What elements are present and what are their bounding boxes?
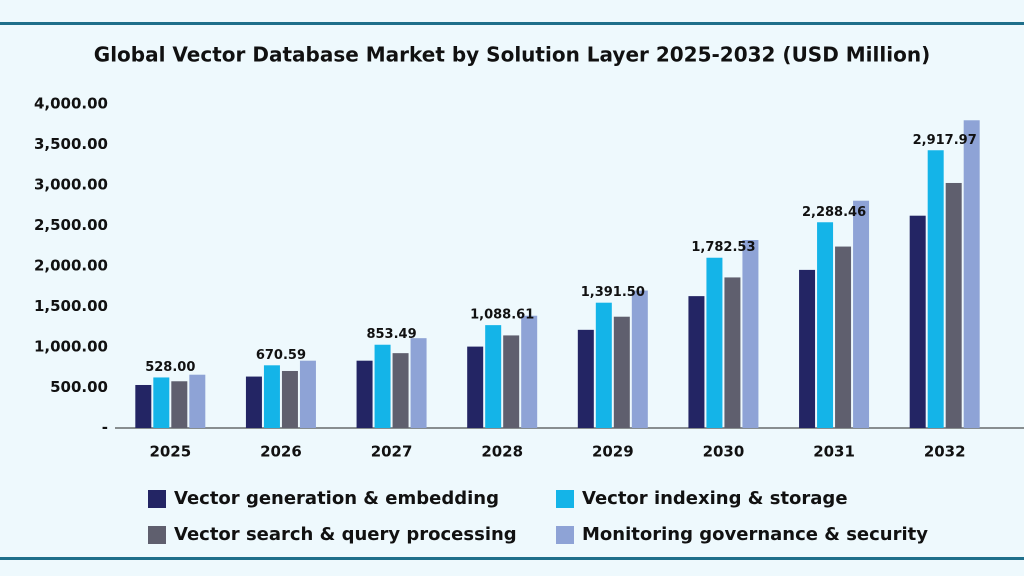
x-tick-label: 2028: [481, 443, 523, 461]
bar: [410, 338, 427, 428]
bar: [356, 360, 373, 428]
y-tick-label: 1,500.00: [34, 297, 108, 315]
top-rule: [0, 22, 1024, 25]
legend-swatch: [556, 526, 574, 544]
bar: [909, 215, 926, 428]
bar: [467, 346, 484, 428]
bar: [392, 353, 409, 428]
x-tick-label: 2029: [592, 443, 634, 461]
bar: [631, 290, 648, 428]
bar: [706, 257, 723, 428]
y-tick-label: 500.00: [50, 378, 108, 396]
bar: [595, 302, 612, 428]
legend-label: Vector indexing & storage: [582, 488, 848, 509]
bar: [263, 365, 280, 428]
bar: [613, 316, 630, 428]
bar: [835, 246, 852, 428]
bar: [853, 200, 870, 428]
bottom-rule: [0, 557, 1024, 560]
bar: [927, 150, 944, 428]
y-tick-label: 4,000.00: [34, 95, 108, 113]
data-annotation: 1,782.53: [691, 240, 755, 255]
bar: [171, 381, 188, 428]
bar: [724, 277, 741, 428]
data-annotation: 1,088.61: [470, 308, 534, 323]
y-tick-label: 1,000.00: [34, 338, 108, 356]
legend-swatch: [556, 490, 574, 508]
legend-swatch: [148, 490, 166, 508]
legend-label: Vector search & query processing: [174, 524, 517, 545]
bar: [817, 222, 834, 428]
bar: [189, 374, 206, 428]
chart-title: Global Vector Database Market by Solutio…: [94, 43, 930, 67]
y-tick-label: 3,500.00: [34, 135, 108, 153]
y-tick-label: 2,000.00: [34, 257, 108, 275]
legend-label: Monitoring governance & security: [582, 524, 928, 545]
data-annotation: 1,391.50: [581, 285, 645, 300]
bar: [245, 376, 262, 428]
bar: [153, 377, 170, 428]
x-tick-label: 2026: [260, 443, 302, 461]
data-annotation: 528.00: [145, 360, 195, 375]
y-tick-label: -: [102, 419, 108, 437]
y-tick-label: 3,000.00: [34, 176, 108, 194]
bar: [503, 335, 520, 428]
bar: [521, 315, 538, 428]
x-tick-label: 2030: [703, 443, 745, 461]
bar: [374, 344, 391, 428]
x-tick-label: 2031: [813, 443, 855, 461]
x-tick-label: 2032: [924, 443, 966, 461]
legend-swatch: [148, 526, 166, 544]
bar: [945, 182, 962, 428]
bar: [963, 120, 980, 428]
data-annotation: 2,917.97: [913, 133, 977, 148]
bar: [577, 329, 594, 428]
bar: [281, 370, 298, 428]
bar: [688, 296, 705, 428]
bar: [742, 239, 759, 428]
bar: [485, 325, 502, 428]
bar: [799, 269, 816, 428]
data-annotation: 853.49: [366, 327, 416, 342]
y-tick-label: 2,500.00: [34, 216, 108, 234]
bar: [299, 360, 316, 428]
data-annotation: 670.59: [256, 348, 306, 363]
bar: [135, 384, 152, 428]
data-annotation: 2,288.46: [802, 205, 866, 220]
x-tick-label: 2025: [149, 443, 191, 461]
x-tick-label: 2027: [371, 443, 413, 461]
legend-label: Vector generation & embedding: [174, 488, 499, 509]
